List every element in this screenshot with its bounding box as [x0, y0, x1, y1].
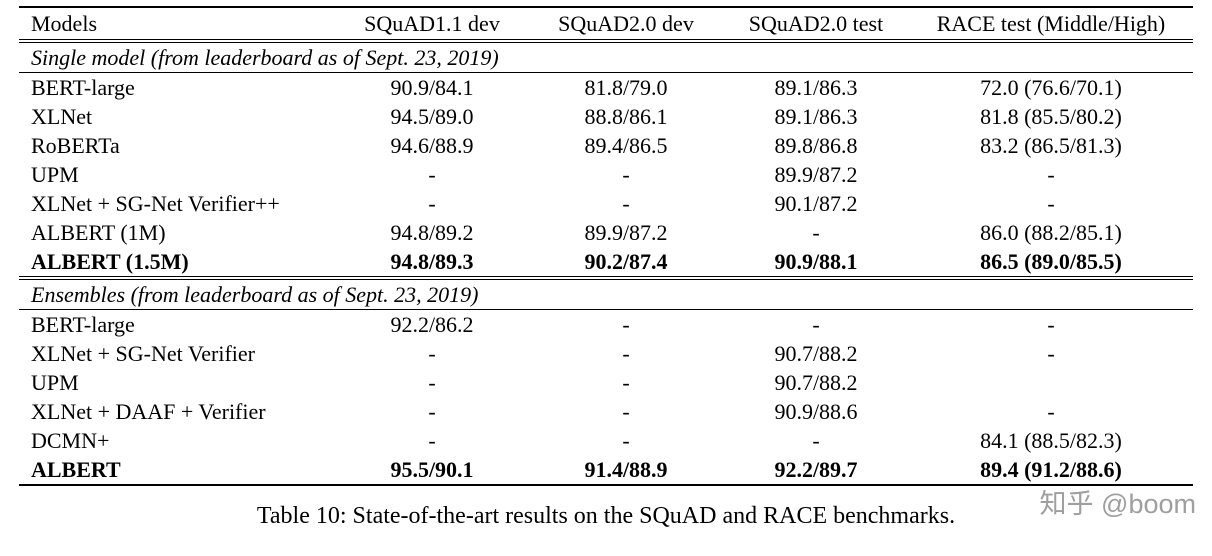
metric-cell: 90.9/88.1 [774, 249, 858, 274]
metric-cell: - [812, 428, 820, 453]
section-label: Ensembles (from leaderboard as of Sept. … [19, 276, 1193, 310]
metric-cell: 89.1/86.3 [774, 104, 858, 129]
metric-cell: 86.0 (88.2/85.1) [980, 220, 1122, 245]
metric-cell: 91.4/88.9 [529, 455, 723, 486]
metric-cell: - [1047, 312, 1055, 337]
table-row: DCMN+ - - - 84.1 (88.5/82.3) [19, 426, 1193, 455]
metric-cell: 89.9/87.2 [584, 220, 668, 245]
metric-cell: - [1047, 162, 1055, 187]
metric-cell: - [622, 191, 630, 216]
table-row: BERT-large 90.9/84.1 81.8/79.0 89.1/86.3 72.… [19, 73, 1193, 103]
column-header: Models [19, 6, 335, 43]
metric-cell: 89.4 (91.2/88.6) [909, 455, 1193, 486]
metric-cell: 89.4/86.5 [584, 133, 668, 158]
metric-cell: - [428, 399, 436, 424]
metric-cell: - [428, 162, 436, 187]
metric-cell: 90.7/88.2 [774, 370, 858, 395]
metric-cell: 90.7/88.2 [774, 341, 858, 366]
metric-cell: 95.5/90.1 [335, 455, 529, 486]
metric-cell: 81.8/79.0 [584, 75, 668, 100]
metric-cell: - [622, 312, 630, 337]
model-name: ALBERT (1M) [31, 220, 166, 245]
section-header-row: Single model (from leaderboard as of Sep… [19, 41, 1193, 73]
table-row: ALBERT (1M) 94.8/89.2 89.9/87.2 - 86.0 (88.2… [19, 218, 1193, 247]
table-row: UPM - - 89.9/87.2 - [19, 160, 1193, 189]
table-row: ALBERT (1.5M) 94.8/89.3 90.2/87.4 90.9/88.1… [19, 247, 1193, 278]
metric-cell: 90.9/88.6 [774, 399, 858, 424]
metric-cell: 94.8/89.2 [390, 220, 474, 245]
metric-cell: 94.8/89.3 [390, 249, 474, 274]
metric-cell: 94.6/88.9 [390, 133, 474, 158]
metric-cell: 81.8 (85.5/80.2) [980, 104, 1122, 129]
table-row: BERT-large 92.2/86.2 - - - [19, 310, 1193, 340]
table-row: ALBERT 95.5/90.1 91.4/88.9 92.2/89.7 89.4 (9… [19, 455, 1193, 486]
column-header: SQuAD2.0 dev [529, 6, 723, 43]
metric-cell: - [428, 191, 436, 216]
model-name: XLNet + SG-Net Verifier [31, 341, 255, 366]
metric-cell: - [428, 428, 436, 453]
model-name: ALBERT (1.5M) [31, 249, 189, 274]
model-name: DCMN+ [31, 428, 110, 453]
metric-cell: 90.1/87.2 [774, 191, 858, 216]
table-row: XLNet + DAAF + Verifier - - 90.9/88.6 - [19, 397, 1193, 426]
table-row: XLNet + SG-Net Verifier++ - - 90.1/87.2 - [19, 189, 1193, 218]
table-caption: Table 10: State-of-the-art results on th… [256, 503, 956, 529]
model-name: BERT-large [31, 312, 135, 337]
metric-cell: - [622, 162, 630, 187]
metric-cell: 92.2/89.7 [723, 455, 909, 486]
column-header: SQuAD2.0 test [723, 6, 909, 43]
table-row: UPM - - 90.7/88.2 [19, 368, 1193, 397]
column-header: SQuAD1.1 dev [335, 6, 529, 43]
metric-cell: - [1047, 399, 1055, 424]
metric-cell: 89.9/87.2 [774, 162, 858, 187]
metric-cell: - [1047, 341, 1055, 366]
table-row: RoBERTa 94.6/88.9 89.4/86.5 89.8/86.8 83.2 (… [19, 131, 1193, 160]
metric-cell: 89.1/86.3 [774, 75, 858, 100]
metric-cell: - [622, 399, 630, 424]
model-name: BERT-large [31, 75, 135, 100]
model-name: RoBERTa [31, 133, 120, 158]
section-header-row: Ensembles (from leaderboard as of Sept. … [19, 276, 1193, 310]
model-name: UPM [31, 370, 79, 395]
column-header: RACE test (Middle/High) [909, 6, 1193, 43]
metric-cell: - [812, 312, 820, 337]
table-row: XLNet 94.5/89.0 88.8/86.1 89.1/86.3 81.8 (85… [19, 102, 1193, 131]
model-name: XLNet [31, 104, 93, 129]
metric-cell: 88.8/86.1 [584, 104, 668, 129]
model-name: XLNet + DAAF + Verifier [31, 399, 266, 424]
metric-cell: 90.9/84.1 [390, 75, 474, 100]
metric-cell: 83.2 (86.5/81.3) [980, 133, 1122, 158]
metric-cell: 84.1 (88.5/82.3) [980, 428, 1122, 453]
metric-cell: 94.5/89.0 [390, 104, 474, 129]
metric-cell: 89.8/86.8 [774, 133, 858, 158]
metric-cell: - [1047, 191, 1055, 216]
section-label: Single model (from leaderboard as of Sep… [19, 41, 1193, 73]
model-name: UPM [31, 162, 79, 187]
metric-cell: - [622, 341, 630, 366]
metric-cell: 90.2/87.4 [584, 249, 668, 274]
model-name: XLNet + SG-Net Verifier++ [31, 191, 280, 216]
metric-cell: - [622, 370, 630, 395]
metric-cell: 72.0 (76.6/70.1) [980, 75, 1122, 100]
metric-cell [909, 368, 1193, 397]
table-header-row: Models SQuAD1.1 dev SQuAD2.0 dev SQuAD2.0 t… [19, 6, 1193, 43]
paper-page: Models SQuAD1.1 dev SQuAD2.0 dev SQuAD2.0 t… [0, 6, 1212, 556]
metric-cell: 86.5 (89.0/85.5) [980, 249, 1122, 274]
table-row: XLNet + SG-Net Verifier - - 90.7/88.2 - [19, 339, 1193, 368]
results-table: Models SQuAD1.1 dev SQuAD2.0 dev SQuAD2.0 t… [19, 6, 1193, 486]
metric-cell: - [428, 341, 436, 366]
metric-cell: - [812, 220, 820, 245]
model-name: ALBERT [19, 455, 335, 486]
metric-cell: - [428, 370, 436, 395]
metric-cell: 92.2/86.2 [390, 312, 474, 337]
metric-cell: - [622, 428, 630, 453]
